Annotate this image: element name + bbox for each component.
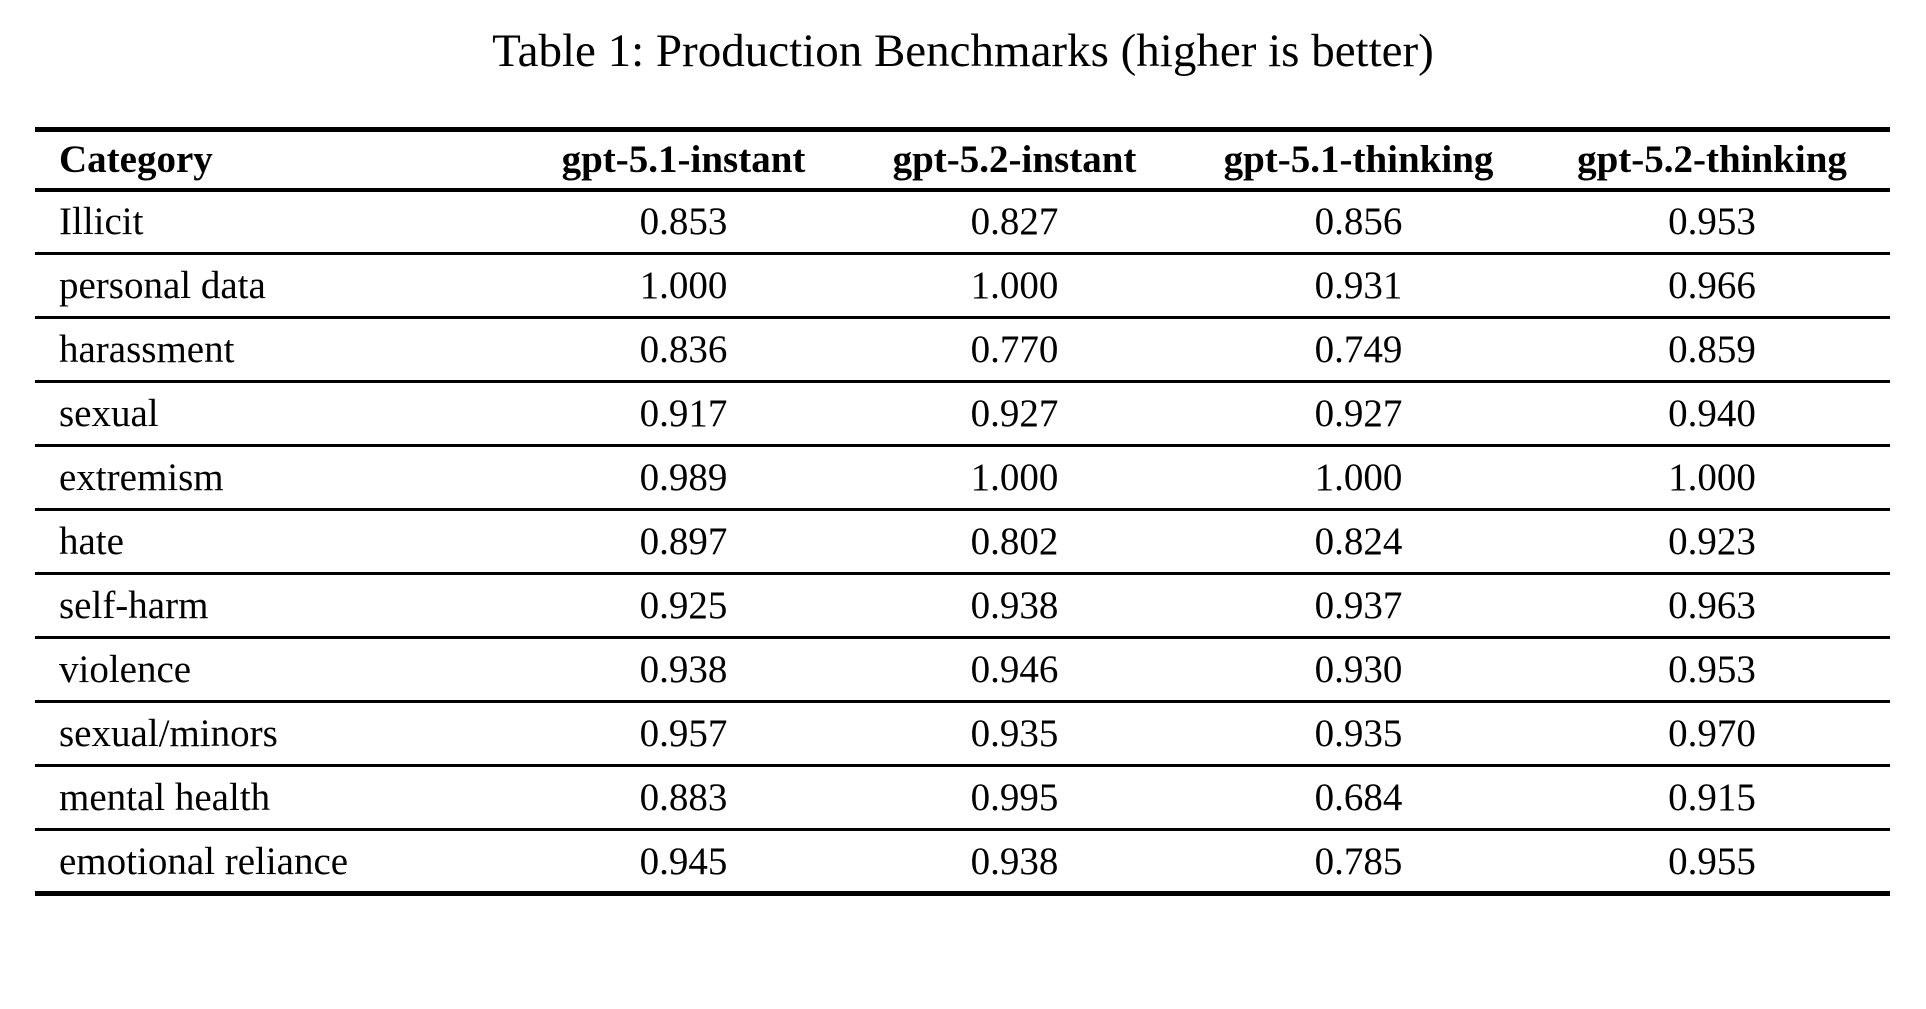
table-row: mental health 0.883 0.995 0.684 0.915 [35, 766, 1890, 830]
column-header-gpt-5-1-thinking: gpt-5.1-thinking [1223, 138, 1494, 182]
value-cell: 0.945 [639, 839, 728, 883]
table-row: Illicit 0.853 0.827 0.856 0.953 [35, 190, 1890, 254]
category-cell: self-harm [59, 584, 209, 627]
category-cell: emotional reliance [59, 839, 349, 883]
column-header-gpt-5-1-instant: gpt-5.1-instant [561, 138, 806, 182]
value-cell: 0.883 [639, 776, 728, 819]
value-cell: 0.856 [1314, 200, 1403, 244]
value-cell: 0.940 [1668, 392, 1756, 435]
table-row: harassment 0.836 0.770 0.749 0.859 [35, 318, 1890, 382]
value-cell: 0.957 [639, 712, 728, 755]
value-cell: 1.000 [1668, 456, 1756, 499]
value-cell: 0.937 [1314, 584, 1403, 627]
table-row: personal data 1.000 1.000 0.931 0.966 [35, 254, 1890, 318]
value-cell: 0.749 [1314, 328, 1403, 371]
table-header-row: Category gpt-5.1-instant gpt-5.2-instant… [35, 130, 1890, 190]
value-cell: 0.927 [970, 392, 1059, 435]
value-cell: 0.966 [1668, 264, 1756, 307]
value-cell: 0.995 [970, 776, 1059, 819]
table-row: hate 0.897 0.802 0.824 0.923 [35, 510, 1890, 574]
value-cell: 0.684 [1314, 776, 1403, 819]
category-cell: personal data [59, 264, 266, 307]
column-header-gpt-5-2-thinking: gpt-5.2-thinking [1577, 138, 1847, 182]
value-cell: 0.859 [1668, 328, 1756, 371]
value-cell: 0.824 [1314, 520, 1403, 563]
category-cell: harassment [59, 328, 235, 371]
value-cell: 0.989 [639, 456, 728, 499]
value-cell: 0.770 [970, 328, 1059, 371]
value-cell: 0.938 [639, 648, 728, 691]
value-cell: 0.955 [1668, 839, 1756, 883]
table-row: violence 0.938 0.946 0.930 0.953 [35, 638, 1890, 702]
value-cell: 0.915 [1668, 776, 1756, 819]
value-cell: 0.917 [639, 392, 728, 435]
column-header-category: Category [59, 138, 213, 182]
value-cell: 0.970 [1668, 712, 1756, 755]
value-cell: 0.927 [1314, 392, 1403, 435]
category-cell: sexual/minors [59, 712, 278, 755]
table-body: Illicit 0.853 0.827 0.856 0.953 personal data… [35, 190, 1890, 894]
value-cell: 0.827 [970, 200, 1059, 244]
category-cell: extremism [59, 456, 224, 499]
category-cell: mental health [59, 776, 271, 819]
value-cell: 0.802 [970, 520, 1059, 563]
value-cell: 1.000 [970, 456, 1059, 499]
table-row: sexual/minors 0.957 0.935 0.935 0.970 [35, 702, 1890, 766]
production-benchmarks-table: Category gpt-5.1-instant gpt-5.2-instant… [35, 127, 1890, 896]
category-cell: violence [59, 648, 192, 691]
value-cell: 0.923 [1668, 520, 1756, 563]
value-cell: 0.785 [1314, 839, 1403, 883]
value-cell: 0.938 [970, 584, 1059, 627]
value-cell: 1.000 [639, 264, 728, 307]
value-cell: 1.000 [1314, 456, 1403, 499]
column-header-gpt-5-2-instant: gpt-5.2-instant [892, 138, 1137, 182]
value-cell: 0.853 [639, 200, 728, 244]
value-cell: 0.935 [970, 712, 1059, 755]
table-row: extremism 0.989 1.000 1.000 1.000 [35, 446, 1890, 510]
value-cell: 0.836 [639, 328, 728, 371]
value-cell: 0.897 [639, 520, 728, 563]
value-cell: 0.963 [1668, 584, 1756, 627]
table-row: self-harm 0.925 0.938 0.937 0.963 [35, 574, 1890, 638]
value-cell: 0.935 [1314, 712, 1403, 755]
table-row: sexual 0.917 0.927 0.927 0.940 [35, 382, 1890, 446]
category-cell: sexual [59, 392, 159, 435]
value-cell: 0.953 [1668, 648, 1756, 691]
value-cell: 0.930 [1314, 648, 1403, 691]
value-cell: 0.946 [970, 648, 1059, 691]
category-cell: hate [59, 520, 124, 563]
value-cell: 0.931 [1314, 264, 1403, 307]
value-cell: 0.953 [1668, 200, 1756, 244]
category-cell: Illicit [59, 200, 144, 244]
value-cell: 0.925 [639, 584, 728, 627]
value-cell: 1.000 [970, 264, 1059, 307]
table-row: emotional reliance 0.945 0.938 0.785 0.955 [35, 830, 1890, 894]
document-page: Table 1: Production Benchmarks (higher i… [0, 24, 1926, 896]
table-caption: Table 1: Production Benchmarks (higher i… [492, 25, 1434, 77]
value-cell: 0.938 [970, 839, 1059, 883]
